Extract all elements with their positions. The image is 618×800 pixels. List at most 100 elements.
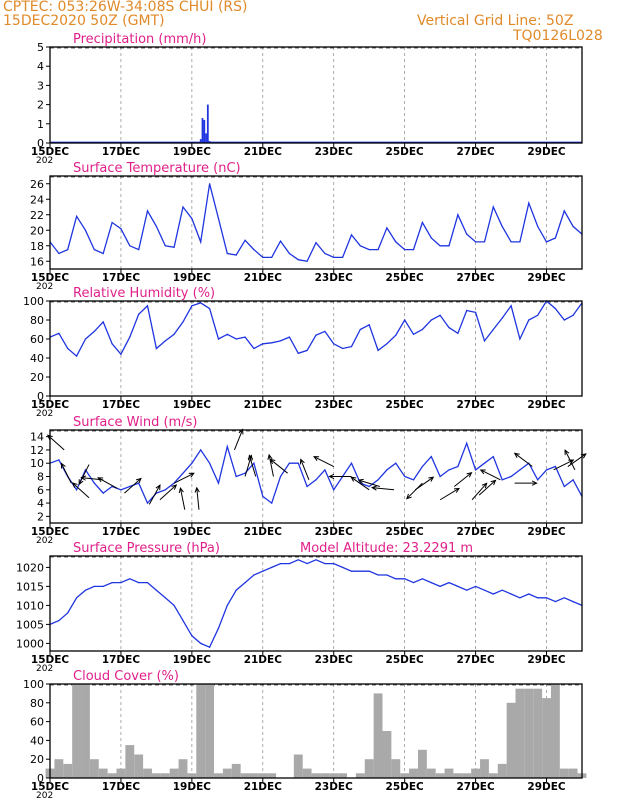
temp-point bbox=[84, 229, 87, 231]
temp-point bbox=[439, 245, 441, 247]
rh-point bbox=[492, 328, 494, 331]
cloud-x-tick-label: 21DEC bbox=[244, 781, 283, 793]
cloud-bar bbox=[169, 768, 179, 778]
year-cutoff-label: 202 bbox=[36, 536, 53, 546]
rh-point bbox=[182, 321, 184, 323]
rh-point bbox=[146, 305, 149, 307]
pressure-point bbox=[217, 627, 220, 629]
cloud-bar bbox=[231, 763, 241, 778]
pressure-point bbox=[111, 582, 113, 584]
rh-point bbox=[102, 321, 104, 323]
rh-y-tick-label: 100 bbox=[23, 295, 44, 308]
temp-y-tick-label: 24 bbox=[30, 193, 44, 206]
temp-point bbox=[226, 252, 228, 255]
cloud-bar bbox=[89, 759, 99, 778]
wind-point bbox=[182, 472, 184, 474]
temp-point bbox=[359, 245, 361, 247]
cloud-bar bbox=[72, 684, 82, 778]
temp-point bbox=[563, 210, 565, 212]
wind-arrow-shaft bbox=[300, 459, 310, 481]
grid-note-header: Vertical Grid Line: 50Z bbox=[417, 13, 574, 29]
pressure-point bbox=[359, 570, 361, 572]
precip-x-tick-label: 15DEC bbox=[31, 146, 70, 158]
pressure-point bbox=[164, 597, 166, 599]
temp-point bbox=[76, 215, 78, 217]
pressure-point bbox=[404, 578, 406, 580]
cloud-bar bbox=[524, 688, 534, 778]
wind-arrow-head bbox=[171, 484, 178, 490]
pressure-point bbox=[58, 620, 60, 622]
rh-point bbox=[359, 328, 361, 331]
cloud-bar bbox=[391, 759, 401, 778]
wind-arrow-shaft bbox=[553, 459, 574, 471]
temp-point bbox=[324, 252, 326, 255]
precip-bar bbox=[203, 119, 206, 143]
pressure-point bbox=[537, 597, 539, 599]
wind-point bbox=[483, 462, 486, 464]
pressure-x-tick-label: 23DEC bbox=[315, 654, 354, 666]
cloud-y-tick-label: 100 bbox=[23, 678, 44, 691]
rh-point bbox=[430, 319, 432, 321]
wind-point bbox=[191, 462, 193, 464]
wind-x-tick-label: 27DEC bbox=[456, 526, 495, 538]
wind-point bbox=[466, 442, 468, 444]
rh-point bbox=[93, 330, 95, 332]
cloud-bar bbox=[409, 768, 418, 778]
wind-arrow-head bbox=[490, 479, 497, 486]
wind-arrow-shaft bbox=[268, 454, 274, 477]
pressure-point bbox=[279, 563, 282, 565]
cloud-bar bbox=[338, 773, 348, 778]
rh-point bbox=[288, 336, 290, 338]
temp-point bbox=[200, 241, 202, 243]
rh-point bbox=[528, 319, 530, 321]
wind-point bbox=[58, 459, 60, 461]
wind-point bbox=[297, 462, 299, 464]
wind-x-tick-label: 15DEC bbox=[31, 526, 70, 538]
wind-arrow-head bbox=[299, 458, 305, 465]
temp-point bbox=[315, 242, 317, 244]
temp-x-tick-label: 15DEC bbox=[31, 272, 70, 284]
year-cutoff-label: 202 bbox=[36, 664, 53, 674]
temp-point bbox=[554, 237, 557, 239]
pressure-point bbox=[545, 597, 548, 599]
pressure-point bbox=[191, 635, 193, 637]
pressure-point bbox=[483, 589, 486, 591]
wind-point bbox=[253, 462, 255, 464]
wind-arrow-shaft bbox=[78, 464, 90, 485]
pressure-y-tick-label: 1020 bbox=[16, 561, 44, 574]
cloud-bar bbox=[355, 773, 365, 778]
rh-point bbox=[58, 332, 60, 334]
wind-arrow-head bbox=[78, 479, 84, 486]
wind-point bbox=[519, 469, 521, 471]
wind-frame bbox=[49, 429, 583, 524]
wind-arrow-head bbox=[155, 484, 161, 491]
wind-point bbox=[395, 462, 397, 464]
wind-arrow-head bbox=[248, 454, 254, 461]
rh-point bbox=[483, 340, 486, 342]
cloud-x-tick-label: 17DEC bbox=[102, 781, 141, 793]
wind-point bbox=[235, 475, 237, 478]
wind-arrow-head bbox=[269, 458, 276, 465]
wind-arrow-head bbox=[531, 480, 538, 486]
rh-panel bbox=[46, 300, 583, 400]
pressure-point bbox=[288, 563, 290, 565]
rh-point bbox=[253, 347, 255, 350]
rh-point bbox=[404, 319, 406, 321]
precip-y-tick-label: 2 bbox=[37, 99, 44, 112]
wind-arrow-shaft bbox=[471, 482, 488, 501]
cloud-x-tick-label: 29DEC bbox=[527, 781, 566, 793]
pressure-point bbox=[146, 582, 149, 584]
year-cutoff-label: 202 bbox=[36, 282, 53, 292]
wind-point bbox=[554, 465, 557, 468]
cloud-bar bbox=[205, 684, 215, 778]
rh-point bbox=[138, 313, 140, 315]
wind-arrow-head bbox=[357, 478, 364, 484]
pressure-point bbox=[315, 559, 317, 561]
precip-x-tick-label: 25DEC bbox=[386, 146, 425, 158]
pressure-point bbox=[76, 597, 78, 599]
wind-arrow-head bbox=[513, 452, 520, 459]
rh-point bbox=[217, 338, 220, 340]
temp-point bbox=[235, 254, 237, 256]
precip-x-tick-label: 17DEC bbox=[102, 146, 141, 158]
wind-title: Surface Wind (m/s) bbox=[73, 415, 197, 430]
